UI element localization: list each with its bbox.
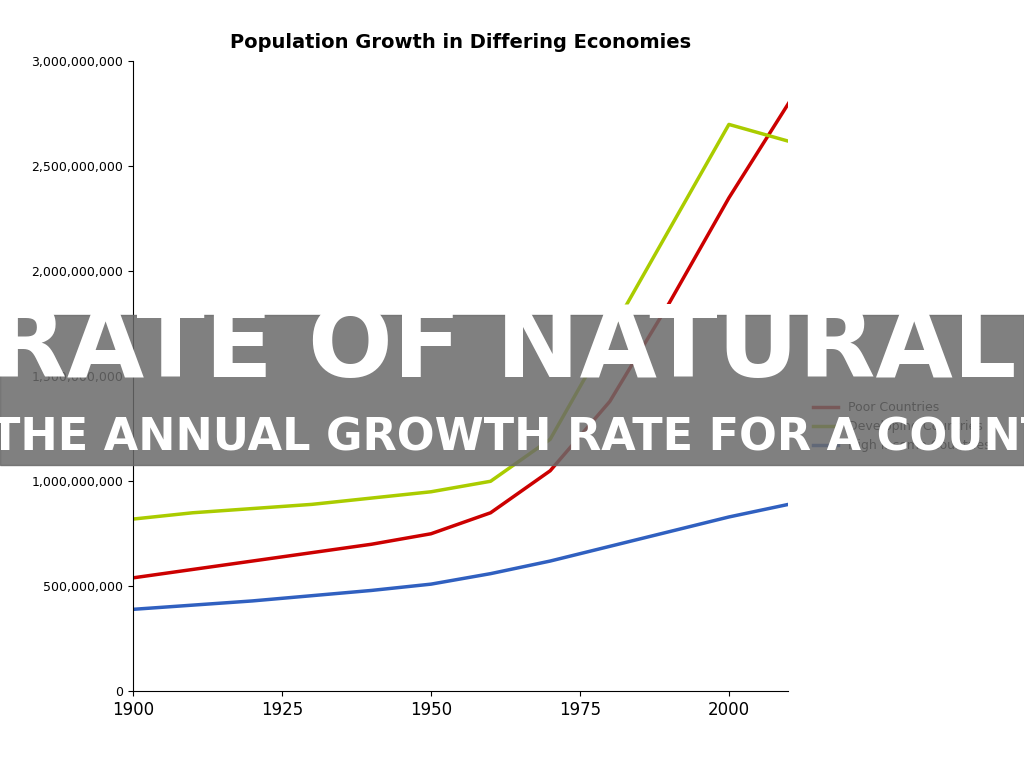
Text: THE ANNUAL GROWTH RATE FOR A COUNTRY: THE ANNUAL GROWTH RATE FOR A COUNTRY [0, 416, 1024, 459]
Title: Population Growth in Differing Economies: Population Growth in Differing Economies [230, 32, 691, 51]
Text: RATE OF NATURAL INCREASE: RATE OF NATURAL INCREASE [0, 301, 1024, 398]
Legend: Poor Countries, Developing Countries, High Income Countries: Poor Countries, Developing Countries, Hi… [808, 396, 995, 458]
